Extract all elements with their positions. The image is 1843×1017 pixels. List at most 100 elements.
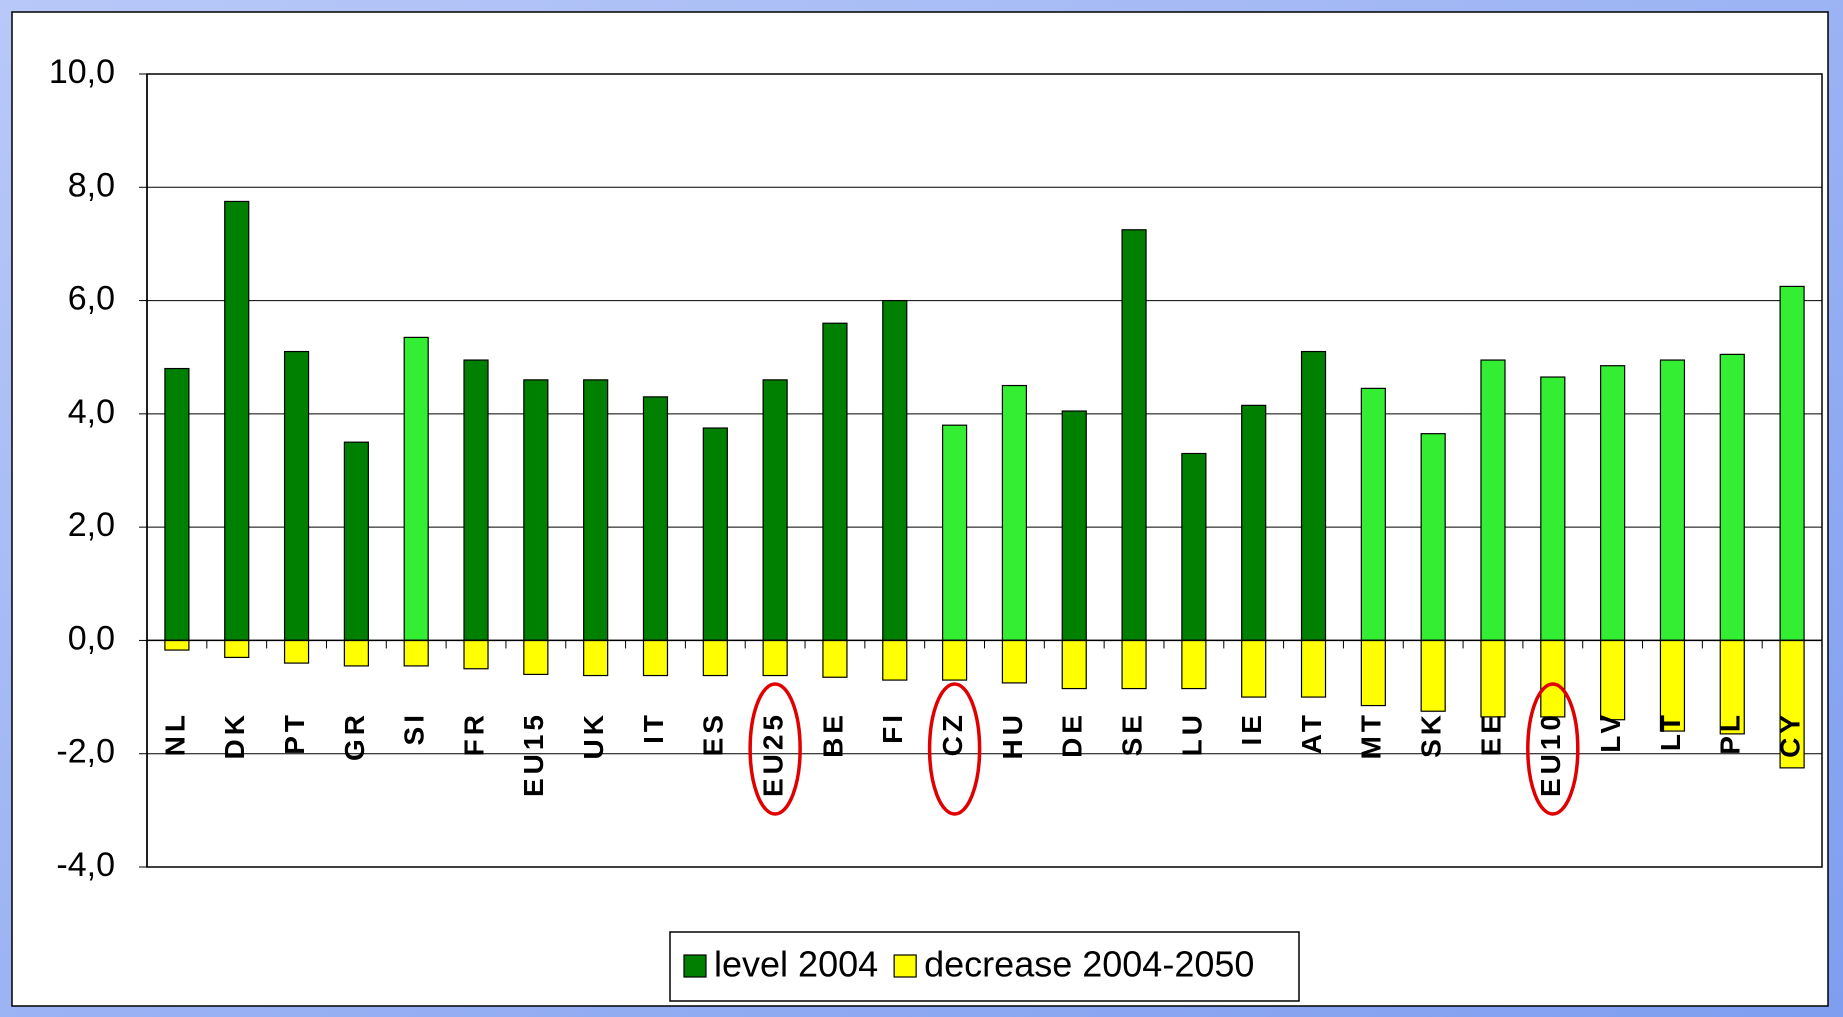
highlight-circle [1526, 682, 1580, 816]
bar [1719, 353, 1745, 642]
x-tick-label: IE [1236, 711, 1267, 745]
bar [1540, 376, 1566, 642]
x-tick-label: CZ [937, 711, 968, 756]
x-tick-label: SI [399, 711, 430, 745]
legend-label: level 2004 [714, 944, 878, 985]
bar [1360, 639, 1386, 707]
bar [583, 639, 609, 677]
x-tick-label: CY [1774, 711, 1805, 758]
bar [1121, 229, 1147, 642]
bar [1181, 452, 1207, 642]
bar [1600, 639, 1626, 721]
highlight-circle [927, 682, 982, 816]
bar [1241, 639, 1267, 698]
bar [1659, 359, 1686, 642]
x-tick-label: LT [1655, 711, 1686, 751]
bar [1420, 433, 1446, 642]
bar [164, 639, 190, 651]
bar [583, 379, 609, 642]
x-tick-label: LV [1595, 711, 1626, 753]
bar [1420, 639, 1446, 712]
bar [1001, 639, 1028, 684]
bar [1121, 639, 1147, 690]
x-tick-label: DE [1057, 711, 1088, 758]
x-tick-label: DK [219, 711, 250, 759]
x-tick-label: MT [1356, 711, 1387, 759]
x-tick-label: FR [458, 711, 489, 756]
bar [941, 424, 968, 642]
bar [403, 639, 429, 667]
x-tick-label: EU10 [1535, 711, 1566, 797]
bar [1779, 639, 1805, 769]
bar [1061, 410, 1087, 642]
x-tick-label: AT [1296, 711, 1327, 754]
bar [463, 359, 489, 642]
y-tick-label: -2,0 [56, 733, 115, 771]
x-tick-label: GR [339, 711, 370, 761]
bar [343, 639, 369, 667]
bar [1300, 639, 1327, 698]
bar [1181, 639, 1207, 690]
bar [1480, 639, 1506, 718]
bar [224, 639, 250, 659]
bar [1719, 639, 1745, 735]
bar [283, 350, 310, 642]
bar [1480, 359, 1506, 642]
bar [164, 367, 190, 642]
x-tick-label: EE [1475, 711, 1506, 756]
bar [822, 639, 848, 678]
y-tick-label: 8,0 [68, 166, 115, 204]
y-tick-label: 4,0 [68, 393, 115, 431]
bar [941, 639, 968, 681]
x-tick-label: BE [817, 711, 848, 758]
bar [224, 200, 250, 642]
panel [11, 11, 1829, 1007]
bar [822, 322, 848, 642]
x-tick-label: EU25 [758, 711, 789, 797]
x-tick-label: PT [279, 711, 310, 755]
legend-box [669, 931, 1300, 1002]
bar [1779, 285, 1805, 642]
bar [523, 379, 549, 642]
bar [403, 336, 429, 642]
bar [1241, 404, 1267, 642]
bar [463, 639, 489, 670]
bar [1600, 365, 1626, 642]
y-tick-label: 6,0 [68, 280, 115, 318]
x-tick-label: ES [698, 711, 729, 756]
x-tick-label: IT [638, 711, 669, 744]
legend-swatch [893, 954, 917, 978]
highlight-circle [748, 682, 802, 816]
bar [343, 441, 369, 642]
x-tick-label: UK [578, 711, 609, 759]
bar [1300, 350, 1327, 642]
x-tick-label: HU [997, 711, 1028, 759]
bar [642, 396, 669, 642]
x-tick-label: NL [159, 711, 190, 756]
legend-swatch [683, 954, 707, 978]
bar [762, 639, 788, 677]
bar [523, 639, 549, 676]
bar [702, 639, 728, 677]
x-tick-label: EU15 [518, 711, 549, 797]
bar [1001, 384, 1028, 642]
bar [882, 299, 908, 642]
bar [1659, 639, 1686, 732]
y-tick-label: 0,0 [68, 619, 115, 657]
bar [1540, 639, 1566, 718]
x-tick-label: PL [1715, 711, 1746, 755]
x-tick-label: LU [1176, 711, 1207, 756]
y-tick-label: 10,0 [49, 53, 115, 91]
x-tick-label: SK [1416, 711, 1447, 758]
bar [762, 379, 788, 642]
y-tick-label: -4,0 [56, 846, 115, 884]
legend-label: decrease 2004-2050 [924, 944, 1254, 985]
bar [283, 639, 310, 664]
bar [1061, 639, 1087, 690]
bar [1360, 387, 1386, 642]
x-tick-label: SE [1116, 711, 1147, 756]
y-tick-label: 2,0 [68, 506, 115, 544]
x-tick-label: FI [877, 711, 908, 744]
